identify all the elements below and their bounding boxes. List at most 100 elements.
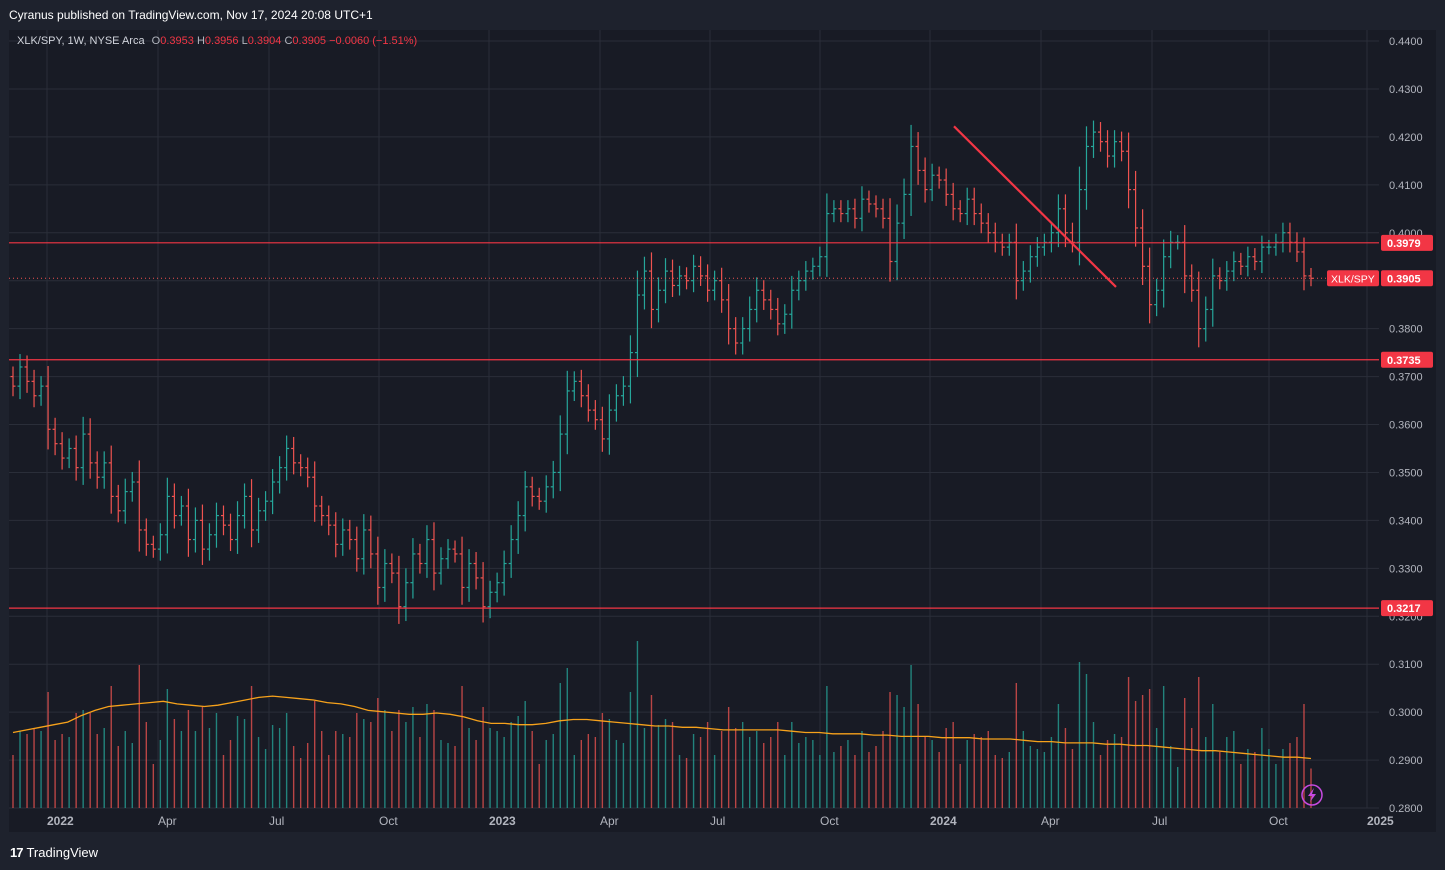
ohlc-bar <box>880 198 886 229</box>
ohlc-bar <box>17 354 23 400</box>
ohlc-bar <box>943 168 949 206</box>
ohlc-bar <box>1182 225 1188 294</box>
ohlc-bar <box>1294 232 1300 262</box>
ohlc-bar <box>1140 209 1146 286</box>
tradingview-logo[interactable]: 17 TradingView <box>10 845 98 860</box>
ohlc-bar <box>375 536 381 605</box>
ohlc-bar <box>824 193 830 277</box>
legend-high: 0.3956 <box>204 35 239 47</box>
ohlc-bar <box>775 297 781 336</box>
y-tick-label: 0.3100 <box>1389 659 1423 671</box>
legend-low-label: L <box>241 35 248 47</box>
y-tick-label: 0.3400 <box>1389 515 1423 527</box>
level-price-label: 0.3735 <box>1387 355 1421 367</box>
ohlc-bar <box>1020 261 1026 291</box>
ohlc-bar <box>417 543 423 574</box>
ohlc-bar <box>712 270 718 301</box>
ohlc-bar <box>754 277 760 323</box>
ohlc-bar <box>164 477 170 554</box>
x-tick-label: 2024 <box>930 814 957 828</box>
ohlc-bar <box>1126 132 1132 209</box>
ohlc-bar <box>1062 194 1068 248</box>
ohlc-bar <box>249 479 255 548</box>
ohlc-bar <box>999 233 1005 256</box>
ohlc-bar <box>73 435 79 481</box>
ohlc-bar <box>115 484 121 523</box>
ohlc-bar <box>1034 237 1040 267</box>
ohlc-bar <box>242 483 248 529</box>
ohlc-bar <box>571 371 577 402</box>
ohlc-bar <box>157 523 163 561</box>
legend-close-label: C <box>284 35 293 47</box>
legend-close: 0.3905 <box>292 35 327 47</box>
bottom-bar <box>0 832 1445 870</box>
ohlc-bar <box>992 222 998 253</box>
ohlc-bar <box>206 523 212 561</box>
ohlc-bar <box>1105 130 1111 168</box>
ohlc-bar <box>143 518 149 556</box>
x-tick-label: 2023 <box>489 814 516 828</box>
ohlc-bar <box>768 289 774 320</box>
ohlc-bar <box>1196 271 1202 348</box>
ohlc-bar <box>915 132 921 185</box>
ohlc-bar <box>663 258 669 304</box>
ohlc-bar <box>235 501 241 554</box>
y-tick-label: 0.4100 <box>1389 180 1423 192</box>
ohlc-bar <box>684 267 690 290</box>
ohlc-bar <box>340 518 346 556</box>
ohlc-bar <box>256 497 262 543</box>
ohlc-bar <box>978 203 984 234</box>
y-tick-label: 0.3800 <box>1389 324 1423 336</box>
ohlc-bar <box>655 277 661 323</box>
y-tick-label: 0.3000 <box>1389 707 1423 719</box>
ohlc-bar <box>719 267 725 313</box>
y-tick-label: 0.4300 <box>1389 84 1423 96</box>
ohlc-bar <box>45 366 51 450</box>
ohlc-bar <box>199 504 205 565</box>
ohlc-bar <box>1161 239 1167 308</box>
ohlc-bar <box>929 163 935 202</box>
ohlc-bar <box>1090 120 1096 158</box>
level-price-label: 0.3979 <box>1387 238 1421 250</box>
ohlc-bar <box>1112 130 1118 168</box>
ohlc-bar <box>529 476 535 507</box>
ohlc-bar <box>634 270 640 378</box>
ohlc-bar <box>782 304 788 334</box>
ohlc-bar <box>347 519 353 550</box>
ohlc-bar <box>368 515 374 569</box>
ohlc-bar <box>1231 251 1237 282</box>
ohlc-legend: XLK/SPY, 1W, NYSE Arca O0.3953 H0.3956 L… <box>17 35 417 47</box>
ohlc-bar <box>803 261 809 291</box>
ohlc-bar <box>94 451 100 489</box>
brand-name: TradingView <box>26 845 99 860</box>
ohlc-bar <box>838 200 844 223</box>
ohlc-bar <box>185 488 191 557</box>
x-tick-label: Oct <box>1269 814 1288 828</box>
ohlc-bar <box>452 540 458 563</box>
ohlc-bar <box>852 198 858 229</box>
ohlc-bar <box>740 317 746 355</box>
x-tick-label: Oct <box>379 814 398 828</box>
ohlc-bar <box>1259 235 1265 274</box>
chart-pane[interactable]: 0.44000.43000.42000.41000.40000.39000.38… <box>9 30 1436 832</box>
ohlc-bar <box>284 435 290 481</box>
ohlc-bar <box>192 507 198 553</box>
ohlc-bar <box>670 259 676 297</box>
x-tick-label: Apr <box>1041 814 1060 828</box>
ohlc-bar <box>641 256 647 310</box>
x-tick-label: 2025 <box>1367 814 1394 828</box>
x-tick-label: Apr <box>158 814 177 828</box>
x-tick-label: Jul <box>710 814 725 828</box>
ohlc-bar <box>1308 267 1314 287</box>
ohlc-bar <box>1013 223 1019 300</box>
ohlc-bar <box>936 166 942 189</box>
ohlc-bar <box>627 335 633 404</box>
ohlc-bar <box>494 572 500 603</box>
ohlc-bar <box>382 549 388 602</box>
legend-open: 0.3953 <box>160 35 194 47</box>
ohlc-bar <box>859 186 865 232</box>
ohlc-bar <box>1252 248 1258 271</box>
ohlc-bar <box>908 124 914 216</box>
price-chart-svg[interactable]: 0.44000.43000.42000.41000.40000.39000.38… <box>9 30 1436 832</box>
ohlc-bar <box>817 246 823 277</box>
